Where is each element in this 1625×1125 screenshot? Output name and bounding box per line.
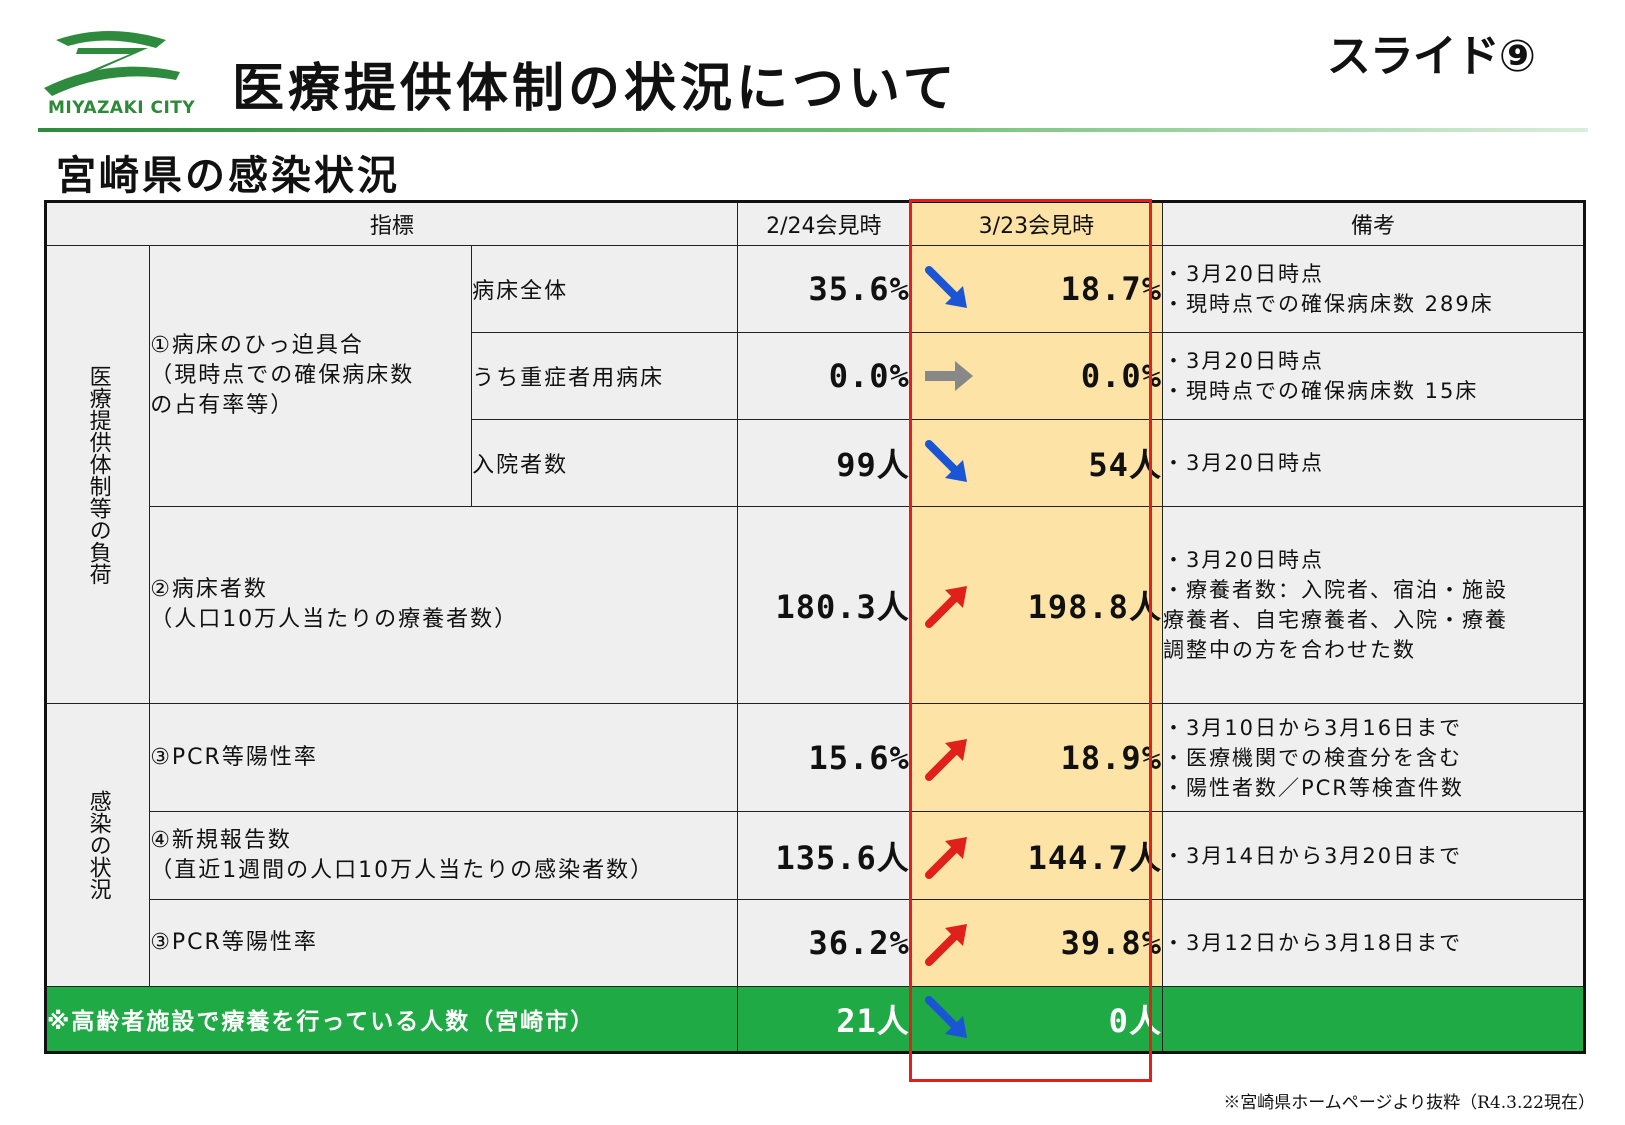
prev-value: 0.0% — [736, 332, 911, 420]
indicator-line: ③PCR等陽性率 — [150, 930, 318, 955]
footer-curr-value: 0人 — [1108, 1002, 1162, 1040]
note-line: ・3月20日時点 — [1162, 451, 1325, 475]
header-notes: 備考 — [1161, 201, 1586, 246]
bed-indicator-cell: ①病床のひっ迫具合 （現時点での確保病床数 の占有率等） — [149, 245, 473, 507]
trend-flat-icon — [924, 361, 973, 391]
indicator-cell: ③PCR等陽性率 — [149, 899, 738, 987]
note-line: 療養者、自宅療養者、入院・療養 — [1162, 608, 1508, 632]
table-row: 入院者数 99人 54人 ・3月20日時点 — [46, 419, 1586, 507]
prev-value: 99人 — [736, 419, 911, 507]
footer-label: ※高齢者施設で療養を行っている人数（宮崎市） — [45, 986, 738, 1053]
note-line: ・現時点での確保病床数 289床 — [1162, 292, 1494, 316]
indicator-cell: ④新規報告数 （直近1週間の人口10万人当たりの感染者数） — [149, 811, 738, 900]
note-line: ・3月10日から3月16日まで — [1162, 715, 1463, 740]
page-title: 医療提供体制の状況について — [232, 59, 959, 119]
infection-status-table: 指標 2/24会見時 3/23会見時 備考 医療提供体制等の負荷 ①病床のひっ迫… — [44, 200, 1586, 1054]
notes-cell: ・3月20日時点 ・療養者数：入院者、宿泊・施設 療養者、自宅療養者、入院・療養… — [1161, 506, 1586, 704]
group-infection: 感染の状況 — [44, 703, 151, 987]
note-line: 調整中の方を合わせた数 — [1162, 638, 1416, 662]
indicator-line: （直近1週間の人口10万人当たりの感染者数） — [150, 857, 655, 883]
curr-value-cell: 54人 — [909, 419, 1163, 507]
notes-cell: ・3月10日から3月16日まで ・医療機関での検査分を含む ・陽性者数／PCR等… — [1161, 703, 1586, 812]
prev-value: 35.6% — [736, 245, 911, 333]
note-line: ・医療機関での検査分を含む — [1162, 745, 1462, 770]
curr-value-cell: 18.9% — [909, 703, 1163, 812]
curr-value-cell: 39.8% — [909, 899, 1163, 987]
table-row: 感染の状況 ③PCR等陽性率 15.6% 18.9% ・3月10日から3月16日… — [44, 703, 1586, 987]
source-note: ※宮崎県ホームページより抜粋（R4.3.22現在） — [1223, 1093, 1595, 1113]
curr-value: 198.8人 — [1027, 588, 1162, 626]
group-label: 医療提供体制等の負荷 — [85, 364, 111, 585]
curr-value-cell: 144.7人 — [909, 811, 1163, 900]
group-label: 感染の状況 — [85, 790, 111, 900]
trend-down-icon — [924, 440, 967, 482]
slide-number-label: スライド⑨ — [1326, 31, 1536, 82]
table-header-row: 指標 2/24会見時 3/23会見時 備考 — [45, 201, 1586, 246]
prev-value: 180.3人 — [736, 506, 911, 704]
curr-value-cell: 0.0% — [909, 332, 1163, 420]
bed-indicator-line: の占有率等） — [150, 393, 295, 418]
indicator-cell: ③PCR等陽性率 — [149, 703, 738, 812]
notes-cell: ・3月12日から3月18日まで — [1161, 899, 1586, 987]
note-line: ・3月20日時点 — [1162, 548, 1325, 572]
trend-up-icon — [924, 836, 967, 879]
row-label: うち重症者用病床 — [471, 332, 738, 420]
table-row: 医療提供体制等の負荷 ①病床のひっ迫具合 （現時点での確保病床数 の占有率等） … — [44, 245, 1586, 704]
header-indicator: 指標 — [45, 201, 738, 246]
header-prev: 2/24会見時 — [736, 201, 911, 246]
footer-empty-cell — [1161, 986, 1586, 1053]
curr-value: 18.7% — [1060, 270, 1162, 308]
curr-value: 54人 — [1088, 446, 1162, 484]
note-line: ・療養者数：入院者、宿泊・施設 — [1162, 578, 1508, 602]
prev-value: 135.6人 — [736, 811, 911, 900]
curr-value-cell: 18.7% — [909, 245, 1163, 333]
table-row: ③PCR等陽性率 36.2% 39.8% ・3月12日から3月18日まで — [46, 899, 1586, 987]
note-line: ・3月20日時点 — [1162, 262, 1325, 286]
prev-value: 36.2% — [736, 899, 911, 987]
trend-up-icon — [924, 924, 967, 966]
miyazaki-city-logo — [38, 26, 188, 126]
curr-value: 39.8% — [1060, 924, 1162, 962]
trend-up-icon — [924, 738, 967, 781]
curr-value: 144.7人 — [1027, 838, 1162, 877]
notes-cell: ・3月20日時点 ・現時点での確保病床数 15床 — [1161, 332, 1586, 420]
indicator-line: ②病床者数 — [150, 577, 268, 602]
header-divider — [38, 128, 1588, 132]
table-row: うち重症者用病床 0.0% 0.0% ・3月20日時点 ・現時点での確保病床数 … — [46, 332, 1586, 420]
note-line: ・3月20日時点 — [1162, 349, 1325, 373]
logo-text: MIYAZAKI CITY — [48, 98, 196, 118]
notes-cell: ・3月20日時点 ・現時点での確保病床数 289床 — [1161, 245, 1586, 333]
note-line: ・3月14日から3月20日まで — [1162, 843, 1463, 868]
note-line: ・陽性者数／PCR等検査件数 — [1162, 775, 1464, 800]
row-label: 入院者数 — [471, 419, 738, 507]
trend-down-icon — [924, 996, 967, 1038]
prev-value: 15.6% — [736, 703, 911, 812]
indicator-cell: ②病床者数 （人口10万人当たりの療養者数） — [149, 506, 738, 704]
footer-row: ※高齢者施設で療養を行っている人数（宮崎市） 21人 0人 — [45, 986, 1586, 1053]
row-label: 病床全体 — [471, 245, 738, 333]
curr-value-cell: 198.8人 — [909, 506, 1163, 704]
notes-cell: ・3月20日時点 — [1161, 419, 1586, 507]
note-line: ・現時点での確保病床数 15床 — [1162, 379, 1479, 403]
note-line: ・3月12日から3月18日まで — [1162, 931, 1463, 955]
header-curr: 3/23会見時 — [909, 201, 1163, 246]
bed-indicator-line: ①病床のひっ迫具合 — [150, 333, 364, 358]
bed-indicator-line: （現時点での確保病床数 — [150, 363, 415, 388]
notes-cell: ・3月14日から3月20日まで — [1161, 811, 1586, 900]
group-medical-load: 医療提供体制等の負荷 — [44, 245, 151, 704]
trend-up-icon — [924, 586, 967, 628]
indicator-line: （人口10万人当たりの療養者数） — [150, 607, 519, 632]
table-row: ④新規報告数 （直近1週間の人口10万人当たりの感染者数） 135.6人 144… — [46, 811, 1586, 900]
section-title: 宮崎県の感染状況 — [56, 153, 400, 199]
curr-value: 18.9% — [1060, 738, 1162, 777]
curr-value: 0.0% — [1080, 357, 1162, 395]
footer-curr-value-cell: 0人 — [909, 986, 1163, 1053]
indicator-line: ④新規報告数 — [150, 827, 292, 853]
indicator-line: ③PCR等陽性率 — [150, 744, 318, 770]
trend-down-icon — [924, 266, 967, 308]
table-row: ②病床者数 （人口10万人当たりの療養者数） 180.3人 198.8人 ・3月… — [46, 506, 1586, 704]
footer-prev-value: 21人 — [736, 986, 911, 1053]
